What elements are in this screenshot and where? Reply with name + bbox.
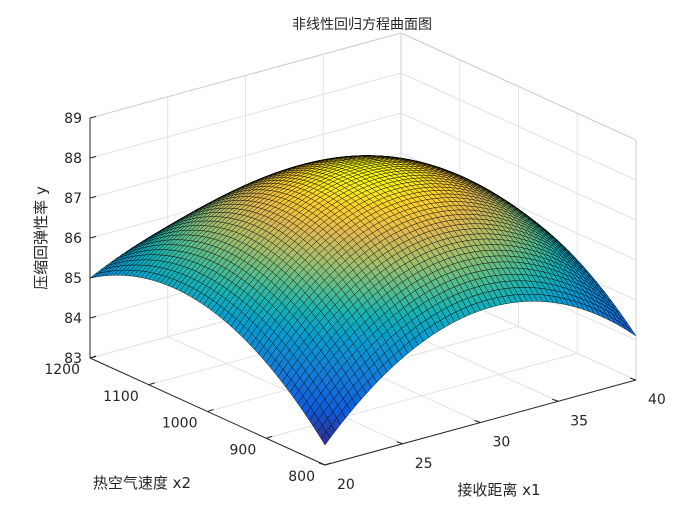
y-tick-label: 1200 (44, 362, 80, 378)
x-tick-label: 30 (493, 435, 511, 451)
y-tick-label: 800 (288, 469, 315, 485)
x-tick-label: 20 (337, 477, 355, 493)
z-axis-tick (89, 316, 97, 319)
z-tick-label: 86 (64, 231, 82, 247)
x-tick-label: 40 (648, 392, 666, 408)
z-tick-label: 85 (64, 271, 82, 287)
gridline-back-z (89, 112, 402, 199)
y-tick-label: 900 (230, 442, 257, 458)
surface-patch (626, 326, 637, 337)
x-axis-tick (396, 441, 403, 445)
box-edge (89, 32, 402, 119)
chart-title: 非线性回归方程曲面图 (292, 16, 432, 33)
y-axis-tick (89, 355, 97, 359)
x-tick-label: 25 (415, 456, 433, 472)
y-axis-tick (207, 409, 214, 412)
z-axis-label: 压缩回弹性率 y (32, 186, 50, 290)
gridline-back-z (89, 72, 402, 159)
z-axis-tick (89, 196, 97, 199)
gridline-side-z (400, 112, 637, 221)
gridline-side-z (400, 72, 637, 181)
y-tick-label: 1000 (162, 416, 198, 432)
z-axis-tick (89, 276, 97, 279)
y-tick-label: 1100 (103, 389, 139, 405)
z-tick-label: 88 (64, 151, 82, 167)
x-axis-label: 接收距离 x1 (457, 481, 540, 499)
y-axis-tick (266, 435, 273, 439)
z-tick-label: 87 (64, 191, 82, 207)
z-tick-label: 84 (64, 311, 82, 327)
box-edge (400, 32, 637, 141)
z-axis-tick (89, 116, 97, 119)
z-axis-tick (89, 236, 97, 239)
x-axis-tick (474, 420, 481, 423)
z-tick-label: 83 (64, 351, 82, 367)
z-tick-label: 89 (64, 111, 82, 127)
x-tick-label: 35 (570, 413, 588, 429)
x-axis-tick (318, 462, 326, 466)
x-axis-tick (629, 377, 637, 381)
y-axis-tick (148, 382, 155, 386)
x-axis-tick (552, 398, 559, 402)
axis-layer: 83 84 85 86 87 88 89 800 900 1000 1100 1200 20 25 30 35… (44, 111, 665, 493)
y-axis-label: 热空气速度 x2 (93, 474, 191, 492)
z-axis-tick (89, 156, 97, 159)
surface-mesh (89, 155, 637, 446)
